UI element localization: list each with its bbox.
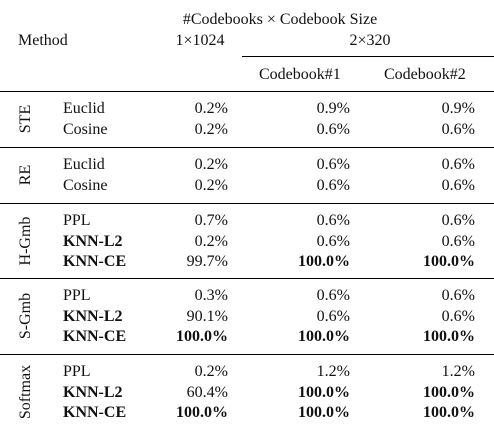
value-codebook1-cell: 0.6% <box>316 287 350 304</box>
value-codebook2-cell: 100.0% <box>423 328 475 345</box>
value-1x1024-cell: 0.2% <box>194 120 228 138</box>
group-label: STE <box>17 104 34 133</box>
codebooks-header: #Codebooks × Codebook Size <box>182 11 378 28</box>
value-codebook1-cell: 0.6% <box>316 156 350 173</box>
value-1x1024-cell: 100.0% <box>176 328 228 345</box>
value-codebook2-cell: 100.0% <box>423 383 475 401</box>
config-1x1024-header: 1×1024 <box>175 32 225 49</box>
value-1x1024-cell: 99.7% <box>186 253 228 270</box>
value-codebook1-cell: 0.9% <box>316 100 350 117</box>
method-cell: KNN-CE <box>63 328 127 345</box>
config-2x320-header: 2×320 <box>349 32 391 49</box>
value-codebook2-cell: 0.6% <box>441 176 475 194</box>
method-cell: Cosine <box>63 176 108 194</box>
value-1x1024-cell: 90.1% <box>186 307 228 325</box>
value-codebook1-cell: 1.2% <box>316 363 350 380</box>
method-cell: KNN-CE <box>63 253 127 270</box>
method-cell: KNN-L2 <box>63 307 123 325</box>
method-header: Method <box>18 32 68 49</box>
value-codebook2-cell: 1.2% <box>441 363 475 380</box>
codebook1-header: Codebook#1 <box>259 66 341 83</box>
header-cmidrule <box>242 56 494 57</box>
value-codebook2-cell: 0.9% <box>441 100 475 117</box>
value-codebook1-cell: 0.6% <box>316 212 350 229</box>
value-1x1024-cell: 0.7% <box>194 212 228 229</box>
group-label: S-Gmb <box>17 292 34 339</box>
value-1x1024-cell: 100.0% <box>176 404 228 421</box>
group-label: Softmax <box>17 364 34 419</box>
method-cell: Euclid <box>63 156 105 173</box>
value-codebook1-cell: 0.6% <box>316 307 350 325</box>
value-codebook2-cell: 0.6% <box>441 156 475 173</box>
value-1x1024-cell: 0.2% <box>194 100 228 117</box>
method-cell: PPL <box>63 287 91 304</box>
value-codebook2-cell: 0.6% <box>441 120 475 138</box>
method-cell: PPL <box>63 212 91 229</box>
value-codebook2-cell: 100.0% <box>423 404 475 421</box>
value-1x1024-cell: 60.4% <box>186 383 228 401</box>
method-cell: Cosine <box>63 120 108 138</box>
value-codebook2-cell: 0.6% <box>441 232 475 250</box>
value-1x1024-cell: 0.2% <box>194 176 228 194</box>
value-codebook1-cell: 100.0% <box>298 383 350 401</box>
value-codebook1-cell: 0.6% <box>316 176 350 194</box>
value-codebook1-cell: 0.6% <box>316 232 350 250</box>
group-separator-rule <box>0 354 494 355</box>
value-1x1024-cell: 0.2% <box>194 363 228 380</box>
value-codebook1-cell: 100.0% <box>298 253 350 270</box>
value-codebook1-cell: 0.6% <box>316 120 350 138</box>
group-label: H-Gmb <box>17 216 34 266</box>
value-1x1024-cell: 0.3% <box>194 287 228 304</box>
codebook2-header: Codebook#2 <box>384 66 466 83</box>
method-cell: KNN-L2 <box>63 232 123 250</box>
value-1x1024-cell: 0.2% <box>194 156 228 173</box>
group-separator-rule <box>0 203 494 204</box>
value-codebook2-cell: 0.6% <box>441 287 475 304</box>
value-codebook2-cell: 0.6% <box>441 307 475 325</box>
value-codebook2-cell: 100.0% <box>423 253 475 270</box>
method-cell: KNN-L2 <box>63 383 123 401</box>
value-codebook1-cell: 100.0% <box>298 404 350 421</box>
method-cell: KNN-CE <box>63 404 127 421</box>
group-separator-rule <box>0 147 494 148</box>
value-1x1024-cell: 0.2% <box>194 232 228 250</box>
method-cell: Euclid <box>63 100 105 117</box>
value-codebook2-cell: 0.6% <box>441 212 475 229</box>
header-rule <box>0 91 494 92</box>
method-cell: PPL <box>63 363 91 380</box>
group-label: RE <box>17 164 34 185</box>
group-separator-rule <box>0 278 494 279</box>
value-codebook1-cell: 100.0% <box>298 328 350 345</box>
